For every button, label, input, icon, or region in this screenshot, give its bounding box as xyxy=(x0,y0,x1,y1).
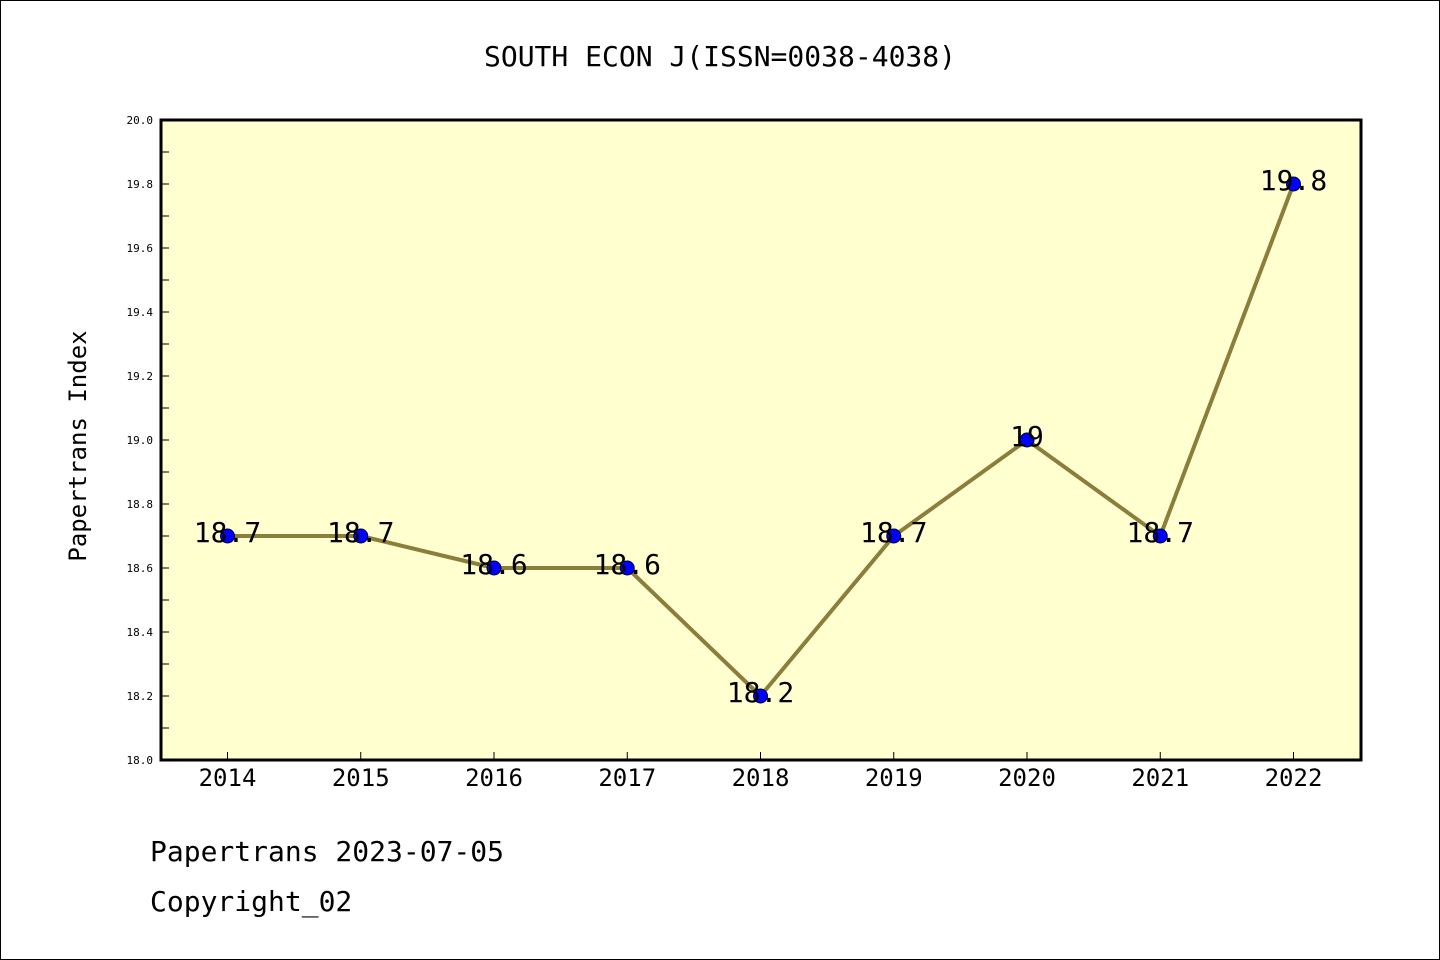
x-tick-label: 2015 xyxy=(332,764,390,792)
y-tick-label: 18.4 xyxy=(127,626,154,639)
data-point xyxy=(1152,528,1168,544)
y-tick-label: 18.6 xyxy=(127,562,154,575)
x-tick-label: 2022 xyxy=(1265,764,1323,792)
data-label: 19 xyxy=(1010,420,1044,453)
data-point xyxy=(353,528,369,544)
x-tick-label: 2019 xyxy=(865,764,923,792)
x-tick-label: 2016 xyxy=(465,764,523,792)
y-axis-label: Papertrans Index xyxy=(64,330,92,561)
x-tick-label: 2017 xyxy=(598,764,656,792)
footer-copyright-text: Copyright_02 xyxy=(150,885,353,918)
y-tick-label: 19.6 xyxy=(127,242,154,255)
data-labels: 18.7 18.7 18.6 18.6 18.2 18.7 19 18.7 19.8 xyxy=(194,164,1327,709)
data-label: 18.7 xyxy=(327,516,394,549)
chart-title: SOUTH ECON J(ISSN=0038-4038) xyxy=(484,40,956,73)
data-label: 18.7 xyxy=(1127,516,1194,549)
data-point xyxy=(220,528,235,544)
x-tick-label: 2014 xyxy=(199,764,257,792)
x-tick-label: 2018 xyxy=(732,764,790,792)
data-point xyxy=(1286,176,1301,192)
y-axis: 18.0 18.2 18.4 18.6 18.8 19.0 19.2 19.4 19.6 19.8… xyxy=(127,114,169,767)
data-point xyxy=(486,560,502,576)
y-tick-label: 19.0 xyxy=(127,434,154,447)
data-point xyxy=(753,688,768,704)
y-tick-label: 18.2 xyxy=(127,690,154,703)
data-label: 18.6 xyxy=(460,548,527,581)
x-axis: 2014 2015 2016 2017 2018 2019 2020 2021 2022 xyxy=(199,752,1323,792)
data-point xyxy=(1019,432,1035,448)
footer-date-text: Papertrans 2023-07-05 xyxy=(150,835,505,868)
y-tick-label: 19.2 xyxy=(127,370,154,383)
data-markers xyxy=(220,176,1301,704)
y-tick-label: 19.4 xyxy=(127,306,154,319)
data-label: 18.2 xyxy=(727,676,794,709)
data-label: 18.7 xyxy=(860,516,927,549)
data-label: 18.7 xyxy=(194,516,261,549)
x-tick-label: 2020 xyxy=(998,764,1056,792)
x-tick-label: 2021 xyxy=(1131,764,1189,792)
y-tick-label: 18.0 xyxy=(127,754,154,767)
data-label: 18.6 xyxy=(594,548,661,581)
plot-area xyxy=(159,118,1363,762)
data-label: 19.8 xyxy=(1260,164,1327,197)
y-tick-label: 19.8 xyxy=(127,178,154,191)
y-tick-label: 18.8 xyxy=(127,498,154,511)
data-point xyxy=(886,528,902,544)
y-tick-label: 20.0 xyxy=(127,114,154,127)
data-point xyxy=(619,560,635,576)
